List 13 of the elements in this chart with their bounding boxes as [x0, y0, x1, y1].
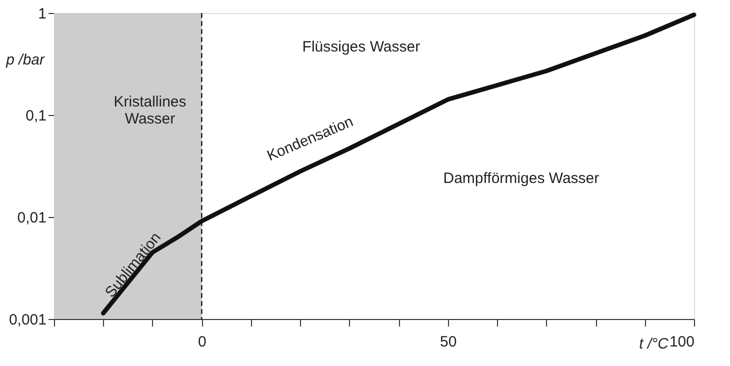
y-axis-title: p /bar: [5, 52, 46, 68]
annotation: Kristallines Wasser: [114, 94, 186, 128]
line-series: [100, 12, 696, 316]
y-tick-label: 1: [38, 6, 46, 22]
y-tick-label: 0,01: [17, 210, 46, 226]
x-tick-label: 50: [440, 334, 457, 350]
x-tick-label: 100: [669, 334, 694, 350]
y-tick-label: 0,001: [8, 312, 46, 328]
x-tick-label: 0: [198, 334, 206, 350]
annotation: Flüssiges Wasser: [302, 38, 420, 56]
x-axis-title: t /°C: [639, 336, 669, 352]
y-tick-label: 0,1: [26, 108, 46, 124]
annotation: Dampfförmiges Wasser: [443, 170, 600, 188]
